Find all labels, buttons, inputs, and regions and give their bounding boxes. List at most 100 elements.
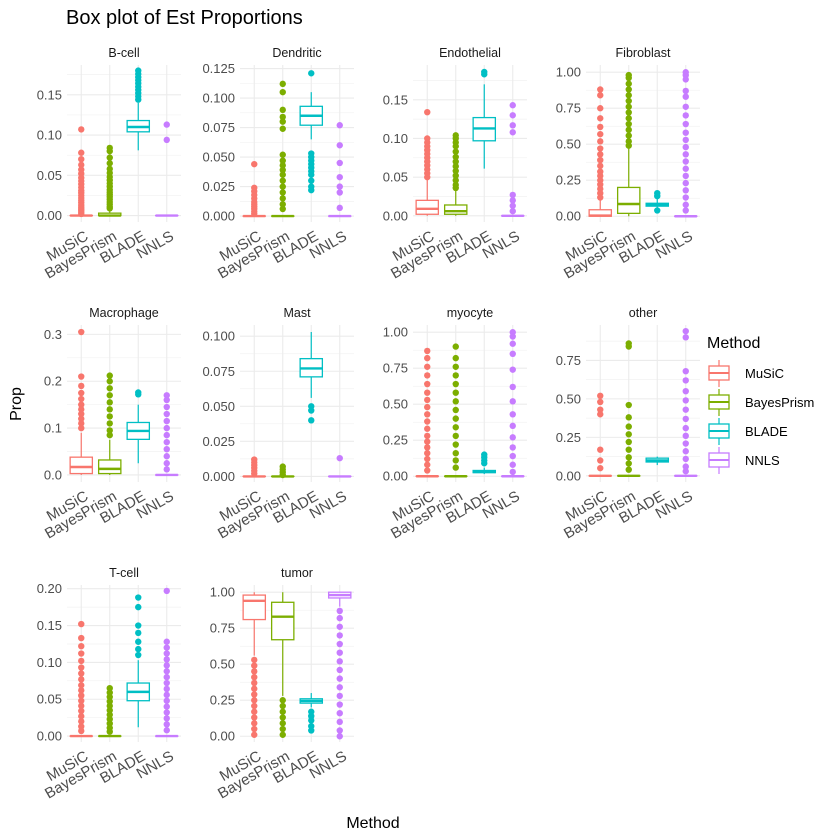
- outlier-point: [279, 189, 286, 196]
- box-music: [588, 86, 613, 217]
- box-music: [588, 392, 613, 478]
- outlier-point: [163, 668, 170, 675]
- outlier-point: [279, 183, 286, 190]
- y-tick-label: 0.75: [556, 353, 581, 368]
- outlier-point: [163, 685, 170, 693]
- outlier-point: [106, 707, 113, 714]
- outlier-point: [251, 160, 258, 168]
- outlier-point: [78, 210, 85, 218]
- outlier-point: [78, 424, 85, 432]
- outlier-point: [597, 464, 604, 472]
- outlier-point: [279, 157, 286, 164]
- outlier-point: [78, 727, 85, 735]
- strip-label: tumor: [281, 566, 313, 580]
- box-nnls: [673, 327, 698, 478]
- outlier-point: [682, 468, 689, 475]
- outlier-point: [279, 731, 286, 738]
- outlier-point: [78, 156, 85, 163]
- outlier-point: [452, 177, 459, 184]
- outlier-point: [279, 708, 286, 715]
- outlier-point: [509, 191, 516, 199]
- outlier-point: [279, 720, 286, 727]
- y-tick-label: 0.1: [44, 421, 62, 436]
- outlier-point: [597, 92, 604, 99]
- y-tick-label: 0.75: [383, 361, 408, 376]
- panel-macrophage: Macrophage0.00.10.20.3MuSiCBayesPrismBLA…: [42, 306, 181, 542]
- box-body: [97, 459, 122, 475]
- y-tick-label: 0.50: [210, 657, 235, 672]
- y-tick-label: 0.00: [556, 468, 581, 483]
- outlier-point: [509, 340, 516, 347]
- outlier-point: [251, 210, 258, 217]
- x-axis-label: Method: [346, 815, 399, 832]
- outlier-point: [682, 165, 689, 172]
- outlier-point: [106, 392, 113, 399]
- outlier-point: [452, 372, 459, 379]
- outlier-point: [509, 468, 516, 476]
- outlier-point: [682, 158, 689, 165]
- outlier-point: [135, 391, 142, 398]
- outlier-point: [597, 123, 604, 131]
- outlier-point: [336, 733, 343, 740]
- outlier-point: [251, 720, 258, 727]
- y-tick-label: 0.75: [556, 101, 581, 116]
- outlier-point: [135, 594, 142, 601]
- box-bayesprism: [616, 340, 641, 478]
- outlier-point: [424, 363, 431, 370]
- panel-other: other0.000.250.500.75MuSiCBayesPrismBLAD…: [556, 306, 700, 542]
- y-tick-label: 0.025: [202, 434, 235, 449]
- panel-t-cell: T-cell0.000.050.100.150.20MuSiCBayesPris…: [37, 566, 181, 802]
- outlier-point: [424, 461, 431, 468]
- outlier-point: [78, 650, 85, 657]
- outlier-point: [106, 160, 113, 167]
- outlier-point: [682, 377, 689, 384]
- y-tick-label: 0.50: [556, 391, 581, 406]
- outlier-point: [251, 470, 258, 477]
- box-blade: [472, 68, 497, 169]
- outlier-point: [163, 673, 170, 681]
- legend-label: BLADE: [745, 424, 788, 439]
- outlier-point: [135, 629, 142, 637]
- outlier-point: [682, 415, 689, 423]
- strip-label: myocyte: [447, 306, 494, 320]
- outlier-point: [336, 142, 343, 149]
- box-blade: [645, 456, 670, 466]
- outlier-point: [509, 202, 516, 209]
- box-nnls: [673, 69, 698, 218]
- outlier-point: [279, 714, 286, 721]
- legend-item-nnls: NNLS: [708, 447, 780, 474]
- outlier-point: [78, 415, 85, 422]
- outlier-point: [682, 455, 689, 463]
- outlier-point: [625, 401, 632, 409]
- outlier-point: [625, 466, 632, 473]
- outlier-point: [308, 186, 315, 194]
- outlier-point: [279, 151, 286, 158]
- box-music: [242, 592, 267, 738]
- outlier-point: [481, 460, 488, 467]
- outlier-point: [163, 121, 170, 128]
- outlier-point: [308, 407, 315, 414]
- outlier-point: [336, 204, 343, 212]
- y-tick-label: 0.000: [202, 469, 235, 484]
- y-tick-label: 0.00: [383, 208, 408, 223]
- strip-label: Fibroblast: [616, 46, 671, 60]
- outlier-point: [597, 457, 604, 464]
- outlier-point: [336, 658, 343, 665]
- outlier-point: [336, 701, 343, 708]
- outlier-point: [509, 398, 516, 405]
- outlier-point: [625, 115, 632, 122]
- y-tick-label: 0.0: [44, 467, 62, 482]
- outlier-point: [682, 93, 689, 100]
- outlier-point: [682, 179, 689, 187]
- outlier-point: [597, 86, 604, 93]
- panel-mast: Mast0.0000.0250.0500.0750.100MuSiCBayesP…: [202, 306, 354, 542]
- outlier-point: [78, 707, 85, 715]
- outlier-point: [625, 92, 632, 99]
- outlier-point: [597, 162, 604, 170]
- outlier-point: [597, 398, 604, 406]
- outlier-point: [163, 396, 170, 404]
- outlier-point: [336, 640, 343, 648]
- y-tick-label: 0.100: [202, 329, 235, 344]
- outlier-point: [452, 172, 459, 179]
- outlier-point: [452, 464, 459, 471]
